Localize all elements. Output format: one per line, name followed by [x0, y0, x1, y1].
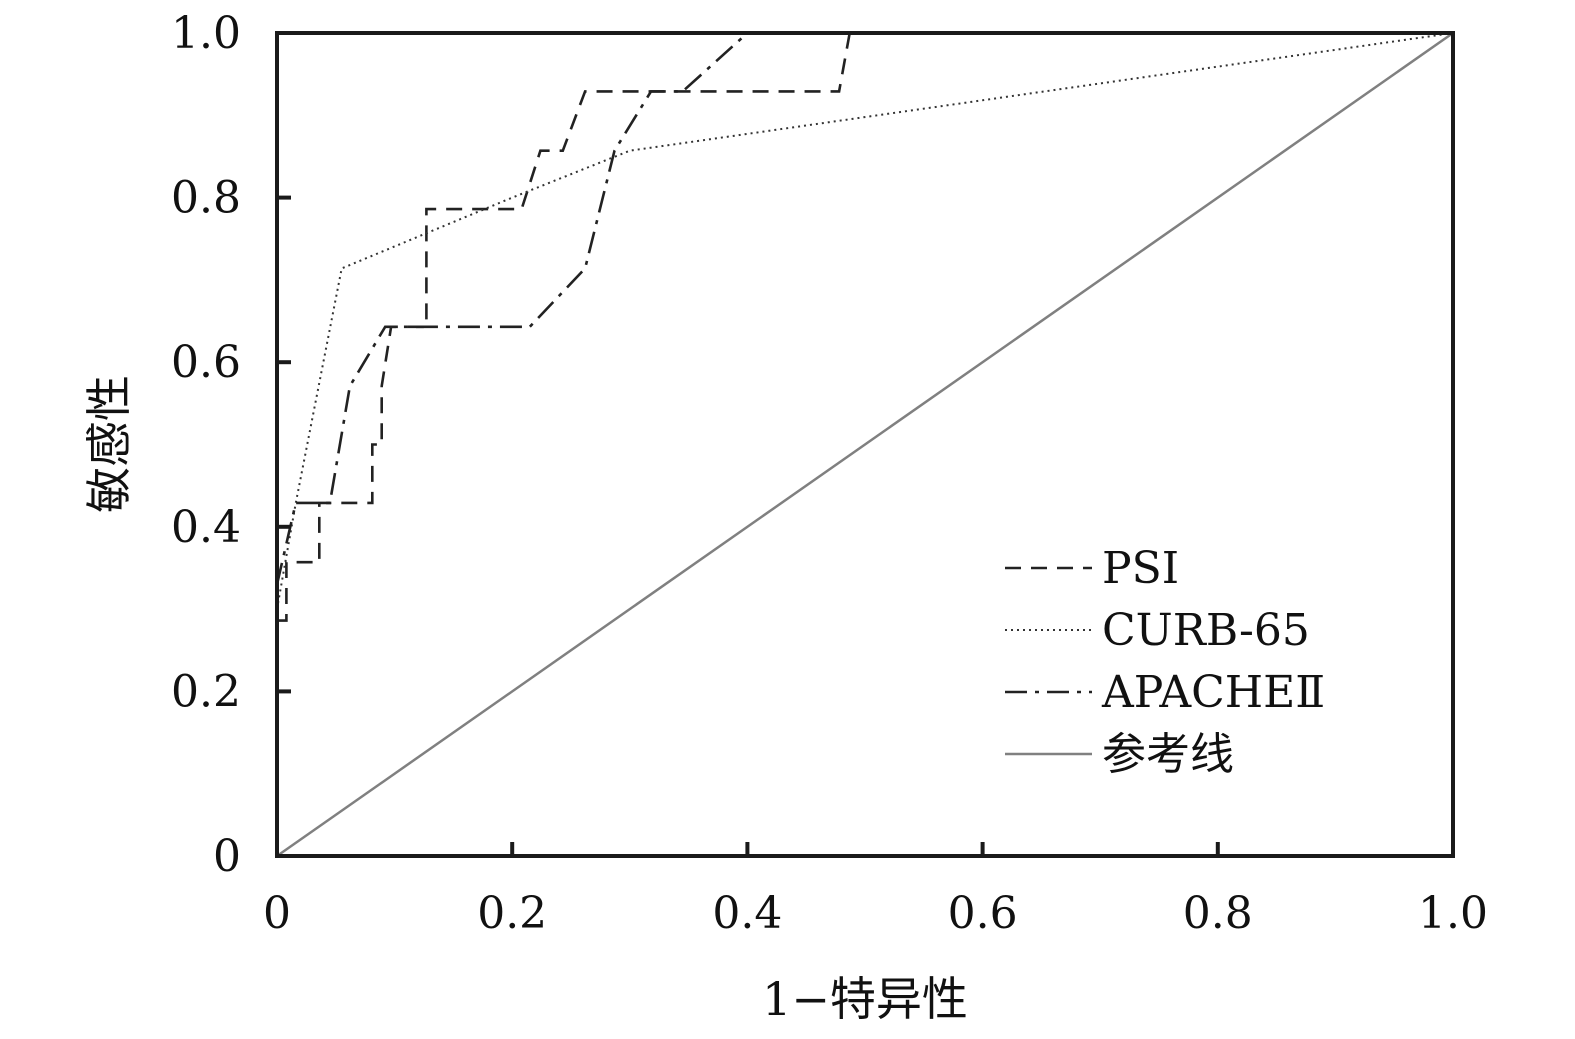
series-line-1: [276, 32, 1454, 610]
series-line-3: [276, 31, 1454, 858]
legend-label-0: PSI: [1102, 543, 1179, 594]
y-tick-label: 0.4: [171, 502, 241, 553]
legend-label-1: CURB-65: [1102, 605, 1310, 656]
series-line-2: [275, 31, 1453, 585]
series-line-0: [277, 31, 1453, 622]
x-tick-label: 0.4: [712, 888, 782, 939]
legend-label-2: APACHEⅡ: [1101, 667, 1325, 718]
y-tick-label: 1.0: [171, 8, 241, 59]
y-tick-label: 0: [213, 831, 241, 882]
y-tick-label: 0.6: [171, 337, 241, 388]
y-tick-label: 0.8: [171, 173, 241, 224]
y-axis-title: 敏感性: [82, 375, 136, 513]
x-tick-label: 0.6: [948, 888, 1018, 939]
plot-frame: [275, 31, 1455, 858]
series-layer: [275, 31, 1454, 858]
x-tick-label: 1.0: [1418, 888, 1488, 939]
ticks-layer: 0 0.2 0.4 0.6 0.8 1.0 0 0.2 0.4 0.6 0.8 1.0: [171, 8, 1488, 939]
x-tick-label: 0.8: [1183, 888, 1253, 939]
x-tick-label: 0: [263, 888, 291, 939]
x-axis-title: 1−特异性: [762, 972, 968, 1026]
y-tick-label: 0.2: [171, 666, 241, 717]
x-tick-label: 0.2: [477, 888, 547, 939]
legend: PSI CURB-65 APACHEⅡ 参考线: [1005, 543, 1325, 780]
legend-label-3: 参考线: [1102, 729, 1234, 780]
